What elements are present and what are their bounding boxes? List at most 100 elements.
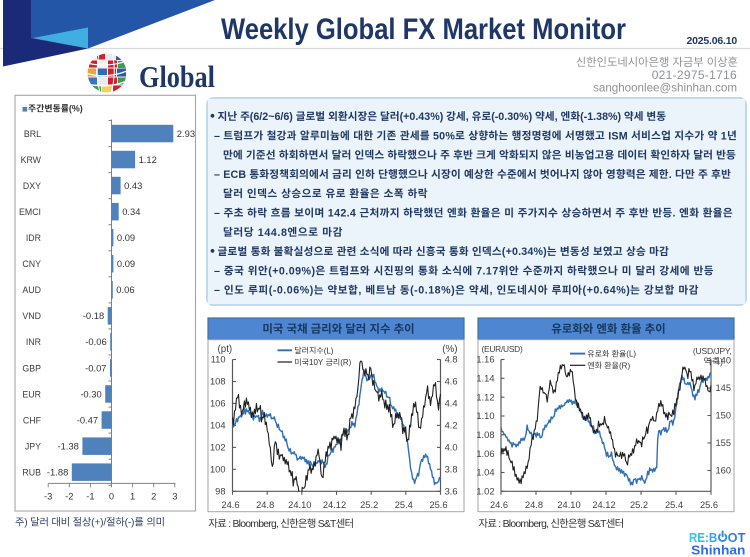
- svg-text:1.12: 1.12: [139, 154, 157, 165]
- svg-text:4.2: 4.2: [445, 421, 458, 431]
- svg-text:50%: 50%: [433, 130, 455, 142]
- svg-text:3.8: 3.8: [445, 465, 458, 475]
- svg-text:JPY: JPY: [25, 441, 41, 451]
- svg-text:,: ,: [490, 285, 494, 297]
- svg-text:,: ,: [358, 285, 362, 297]
- svg-text:,: ,: [555, 111, 558, 123]
- svg-text:155: 155: [715, 438, 731, 448]
- svg-text:0.09: 0.09: [117, 232, 135, 243]
- svg-text:-0.47: -0.47: [77, 414, 98, 425]
- svg-text:140: 140: [715, 356, 731, 366]
- svg-text:Weekly Global FX Market Monito: Weekly Global FX Market Monitor: [221, 13, 626, 46]
- svg-text:3: 3: [172, 491, 177, 502]
- svg-text:–: –: [214, 130, 220, 142]
- svg-text:(USD/JPY,: (USD/JPY,: [693, 346, 732, 356]
- svg-text:98: 98: [215, 487, 225, 497]
- svg-text:Shinhan: Shinhan: [691, 544, 745, 557]
- svg-text:1: 1: [721, 130, 727, 142]
- svg-text:110: 110: [211, 355, 226, 365]
- svg-text:(+0.43%): (+0.43%): [400, 111, 444, 123]
- svg-text:–: –: [214, 208, 220, 220]
- svg-text:4.6: 4.6: [445, 377, 458, 387]
- svg-text:0.34: 0.34: [122, 206, 140, 217]
- svg-text:160: 160: [715, 466, 731, 476]
- svg-text:Bloomberg,: Bloomberg,: [233, 519, 279, 530]
- svg-text:021-2975-1716: 021-2975-1716: [652, 68, 737, 82]
- svg-text:7.17: 7.17: [476, 265, 499, 277]
- svg-text:24.6: 24.6: [490, 500, 508, 510]
- svg-text:108: 108: [210, 377, 226, 387]
- svg-text:0.43: 0.43: [124, 180, 142, 191]
- svg-text:142.4: 142.4: [328, 208, 356, 220]
- svg-text:(+0.09%): (+0.09%): [268, 265, 315, 277]
- svg-text:104: 104: [210, 421, 226, 431]
- svg-text:144.8: 144.8: [258, 227, 288, 239]
- svg-text:0.09: 0.09: [117, 258, 135, 269]
- svg-text:25.4: 25.4: [665, 500, 683, 510]
- svg-text:4.8: 4.8: [445, 355, 458, 365]
- svg-text:(R): (R): [619, 361, 630, 370]
- svg-text:1.10: 1.10: [476, 411, 494, 421]
- svg-text:-1.88: -1.88: [47, 467, 68, 478]
- svg-text:(+)/: (+)/: [91, 518, 106, 529]
- svg-text:OT: OT: [728, 531, 746, 545]
- svg-text:.: .: [673, 208, 676, 220]
- svg-text:(R): (R): [340, 358, 351, 367]
- svg-text:0: 0: [109, 491, 114, 502]
- svg-text:100: 100: [210, 465, 226, 475]
- svg-text:(-): (-): [125, 518, 135, 529]
- svg-text:CNY: CNY: [22, 259, 41, 269]
- svg-text:24.12: 24.12: [323, 500, 346, 510]
- svg-text:(-1.38%): (-1.38%): [580, 111, 621, 123]
- svg-text:145: 145: [715, 383, 731, 393]
- svg-text:25.2: 25.2: [360, 500, 378, 510]
- svg-text:4.4: 4.4: [445, 399, 458, 409]
- svg-text:3.6: 3.6: [445, 487, 458, 497]
- svg-text:): ): [720, 357, 723, 367]
- svg-text:EMCI: EMCI: [19, 207, 41, 217]
- svg-text:S&T: S&T: [588, 519, 607, 530]
- svg-text:1: 1: [130, 491, 135, 502]
- svg-text:sanghoonlee@shinhan.com: sanghoonlee@shinhan.com: [593, 82, 737, 95]
- svg-text:RE:B: RE:B: [689, 531, 717, 545]
- svg-text:-0.07: -0.07: [85, 362, 106, 373]
- svg-text:): ): [24, 518, 27, 529]
- svg-text:(L): (L): [626, 350, 636, 359]
- svg-text:2: 2: [151, 491, 156, 502]
- svg-text:IDR: IDR: [26, 233, 41, 243]
- svg-text:-2: -2: [65, 491, 73, 502]
- svg-text:(EUR/USD): (EUR/USD): [482, 344, 523, 354]
- svg-text:2.93: 2.93: [177, 128, 195, 139]
- svg-text:BRL: BRL: [24, 129, 41, 139]
- svg-text:-1.38: -1.38: [58, 440, 79, 451]
- svg-text:1.08: 1.08: [476, 430, 494, 440]
- svg-text:-0.18: -0.18: [83, 310, 104, 321]
- svg-text:(L): (L): [324, 346, 334, 355]
- svg-text:INR: INR: [26, 337, 41, 347]
- svg-text:(%): (%): [69, 104, 83, 114]
- svg-text:CHF: CHF: [23, 415, 42, 425]
- svg-text:24.8: 24.8: [525, 500, 543, 510]
- svg-text:DXY: DXY: [23, 181, 41, 191]
- svg-text:-0.30: -0.30: [80, 388, 101, 399]
- svg-text:24.12: 24.12: [592, 500, 615, 510]
- svg-text:106: 106: [210, 399, 226, 409]
- svg-text:(+0.64%): (+0.64%): [583, 285, 631, 297]
- svg-text:,: ,: [466, 111, 469, 123]
- svg-text:(+0.34%): (+0.34%): [502, 246, 547, 258]
- svg-text:25.6: 25.6: [700, 500, 718, 510]
- svg-text:(-0.18%): (-0.18%): [410, 285, 455, 297]
- svg-text:(-0.06%): (-0.06%): [269, 285, 314, 297]
- svg-text:2025.06.10: 2025.06.10: [686, 35, 737, 47]
- svg-text::: :: [228, 519, 230, 530]
- svg-text:–: –: [214, 265, 220, 277]
- svg-text:1.16: 1.16: [476, 355, 494, 365]
- svg-text:(-0.30%): (-0.30%): [491, 111, 532, 123]
- svg-text:ISM: ISM: [608, 130, 628, 142]
- svg-text:GBP: GBP: [22, 363, 41, 373]
- svg-text:102: 102: [210, 443, 226, 453]
- svg-text:(%): (%): [442, 344, 457, 355]
- svg-text:1.04: 1.04: [476, 468, 494, 478]
- svg-text:25.4: 25.4: [395, 500, 413, 510]
- svg-text:150: 150: [715, 411, 731, 421]
